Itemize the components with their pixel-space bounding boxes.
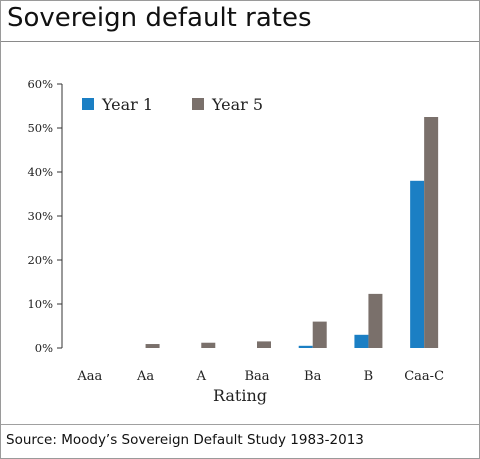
bar-year-1 <box>354 334 369 348</box>
legend-label: Year 5 <box>211 95 263 114</box>
x-axis-title: Rating <box>213 386 267 405</box>
y-tick-label: 20% <box>27 253 53 267</box>
bar-year-5 <box>257 341 271 348</box>
chart-title: Sovereign default rates <box>7 3 312 33</box>
y-tick-label: 30% <box>27 209 53 223</box>
chart-panel <box>1 57 479 423</box>
bar-year-5 <box>145 344 160 348</box>
bar-year-5 <box>201 342 216 348</box>
y-tick-label: 10% <box>27 297 53 311</box>
x-category-label: B <box>364 369 374 384</box>
y-tick-label: 40% <box>27 165 53 179</box>
x-category-label: Baa <box>244 369 269 384</box>
title-divider <box>1 41 479 42</box>
bar-year-1 <box>298 345 313 348</box>
bar-year-5 <box>368 293 383 348</box>
legend-label: Year 1 <box>101 95 153 114</box>
x-category-label: Aa <box>136 369 154 384</box>
x-category-label: Caa-C <box>404 369 444 384</box>
source-divider <box>1 424 479 425</box>
y-tick-label: 60% <box>27 77 53 91</box>
x-category-label: Aaa <box>76 369 102 384</box>
bar-year-5 <box>312 321 327 348</box>
x-category-label: A <box>196 369 207 384</box>
x-category-label: Ba <box>304 369 322 384</box>
legend-swatch <box>192 98 204 110</box>
source-note: Source: Moody’s Sovereign Default Study … <box>6 432 364 448</box>
bar-year-1 <box>410 180 425 348</box>
y-tick-label: 50% <box>27 121 53 135</box>
legend-swatch <box>82 98 94 110</box>
y-tick-label: 0% <box>35 341 53 355</box>
bar-year-5 <box>424 117 439 348</box>
